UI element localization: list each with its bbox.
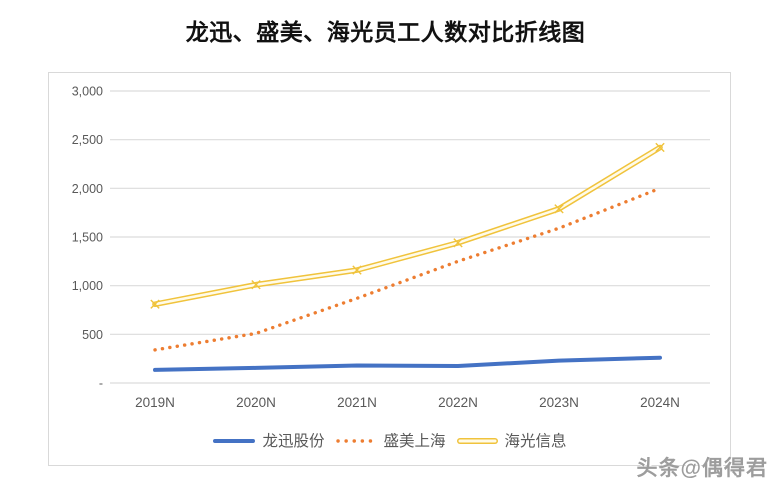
svg-text:-: -	[99, 377, 103, 391]
svg-text:2019N: 2019N	[135, 395, 175, 410]
svg-text:2023N: 2023N	[539, 395, 579, 410]
svg-text:2021N: 2021N	[337, 395, 377, 410]
svg-text:1,000: 1,000	[72, 279, 103, 293]
svg-text:2022N: 2022N	[438, 395, 478, 410]
legend-item-2: 海光信息	[455, 432, 567, 450]
legend-item-0: 龙迅股份	[212, 432, 325, 450]
legend-marker-2	[456, 438, 498, 445]
legend-item-1: 盛美上海	[333, 432, 446, 450]
svg-text:1,500: 1,500	[72, 231, 103, 245]
legend-label-2: 海光信息	[504, 432, 567, 450]
chart-frame: -500 1,000 1,500 2,000 2,500 3,000 2019N 2020N 2…	[48, 72, 731, 466]
svg-text:2024N: 2024N	[640, 395, 680, 410]
legend-marker-1	[336, 439, 377, 443]
y-gridlines	[110, 90, 710, 384]
svg-text:3,000: 3,000	[72, 85, 103, 99]
legend-label-1: 盛美上海	[383, 432, 446, 450]
svg-text:2,500: 2,500	[72, 133, 103, 147]
chart-legend: 龙迅股份 盛美上海 海光信息	[49, 432, 730, 450]
chart-title: 龙迅、盛美、海光员工人数对比折线图	[185, 20, 586, 45]
y-tick-labels: - 500 1,000 1,500 2,000 2,500 3,000	[72, 85, 103, 391]
series-line-1	[153, 186, 662, 352]
legend-marker-0	[213, 439, 256, 444]
series-line-2	[150, 142, 665, 309]
svg-text:500: 500	[82, 328, 103, 342]
svg-text:2020N: 2020N	[236, 395, 276, 410]
series-line-0	[153, 355, 662, 372]
svg-text:2,000: 2,000	[72, 182, 103, 196]
watermark: 头条@偶得君	[636, 457, 768, 480]
x-tick-labels: 2019N 2020N 2021N 2022N 2023N 2024N	[135, 395, 680, 410]
legend-label-0: 龙迅股份	[262, 432, 325, 450]
